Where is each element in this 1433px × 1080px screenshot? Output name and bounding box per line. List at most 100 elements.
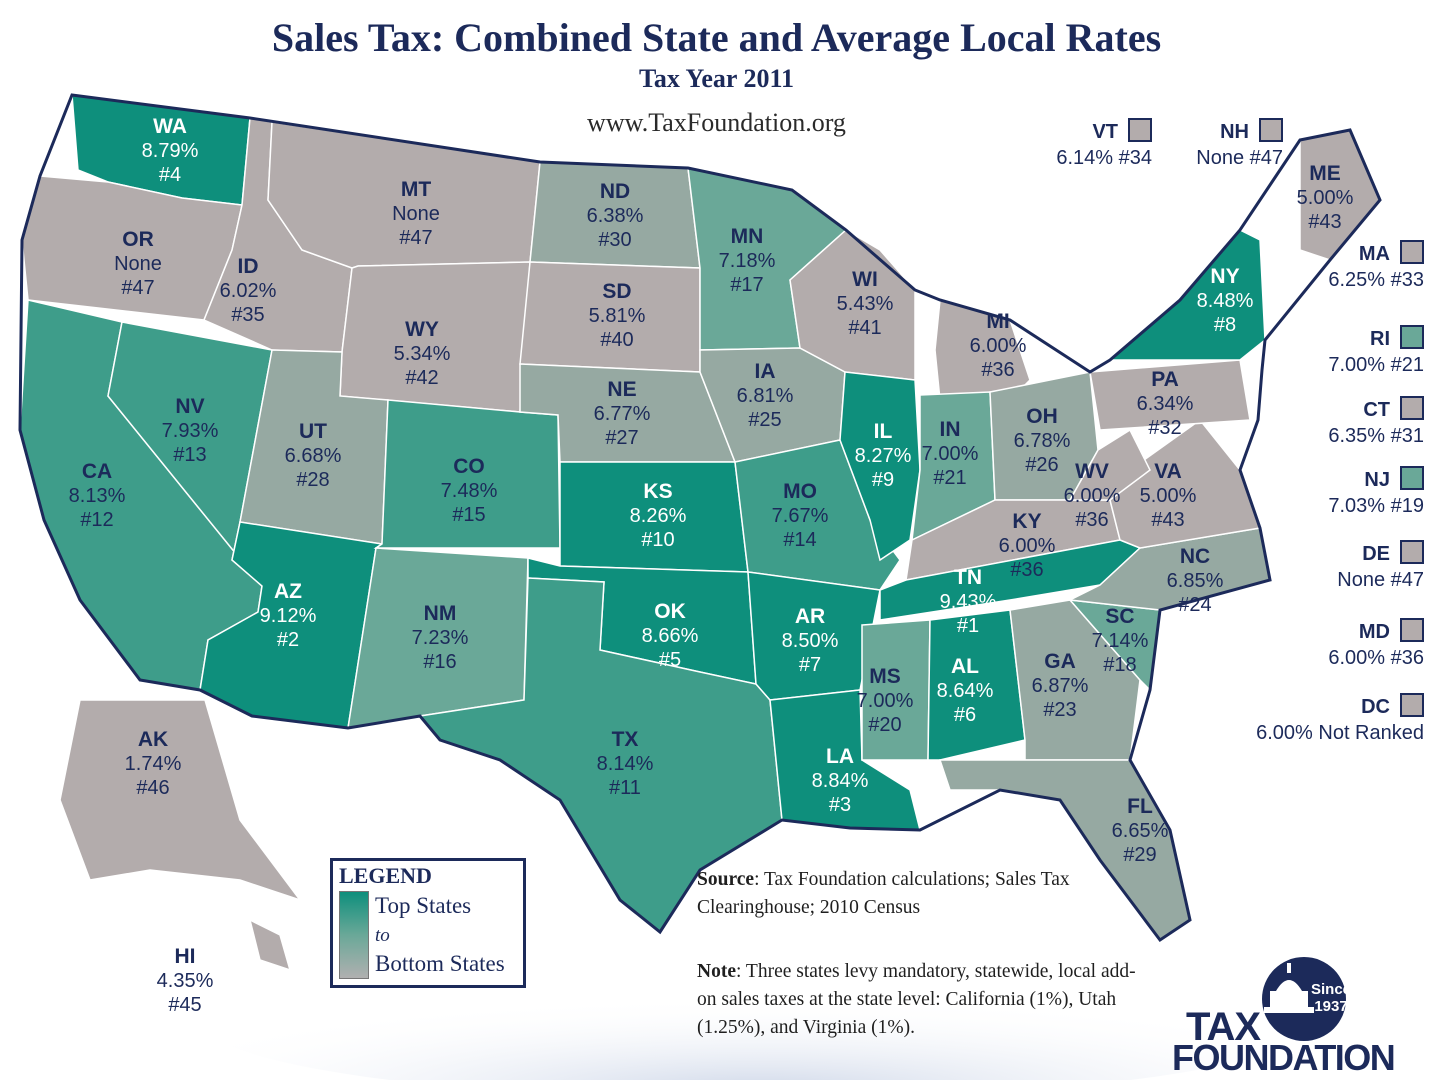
state-rank: #47 [121,277,155,299]
note-label: Note [697,961,736,982]
state-label-id: ID 6.02% #35 [220,255,277,327]
callout-ma: MA 6.25% #33 [1328,240,1424,293]
state-abbr: IL [873,420,893,443]
state-abbr: MI [986,310,1010,333]
callout-abbr: MD [1358,621,1390,643]
state-label-ms: MS 7.00% #20 [857,665,914,737]
state-rate: 7.93% [161,420,219,442]
state-rate: 6.00% [969,335,1027,357]
state-label-il: IL 8.27% #9 [855,420,912,492]
state-label-nd: ND 6.38% #30 [587,180,644,252]
state-rate: 5.34% [393,343,451,365]
state-shape-al [927,609,1026,761]
state-label-ny: NY 8.48% #8 [1197,265,1254,337]
state-rank: #24 [1178,594,1212,616]
callout-rank: Not Ranked [1318,722,1424,744]
state-rank: #2 [276,629,300,651]
note-text: : Three states levy mandatory, statewide… [697,961,1136,1038]
state-rate: 8.26% [629,505,687,527]
state-rate: 7.00% [921,443,979,465]
state-rank: #40 [600,329,634,351]
footnote: Note: Three states levy mandatory, state… [697,958,1137,1042]
state-abbr: OH [1026,405,1058,428]
state-label-pa: PA 6.34% #32 [1137,368,1194,440]
callout-swatch [1259,118,1283,142]
state-abbr: FL [1127,795,1153,818]
state-rate: 7.48% [440,480,498,502]
state-rate: 7.18% [718,250,776,272]
state-label-wv: WV 6.00% #36 [1064,460,1121,532]
state-abbr: AK [137,728,169,751]
state-label-fl: FL 6.65% #29 [1112,795,1169,867]
callout-rank: #21 [1390,354,1424,376]
state-label-al: AL 8.64% #6 [937,655,994,727]
state-abbr: LA [826,745,854,768]
state-rate: 9.43% [939,591,997,613]
website-url: www.TaxFoundation.org [587,108,846,137]
state-abbr: OK [654,600,686,623]
state-rate: 6.77% [593,403,651,425]
state-rate: 1.74% [124,753,182,775]
state-abbr: NY [1210,265,1240,288]
state-rate: 6.00% [998,535,1056,557]
state-abbr: KS [643,480,673,503]
state-abbr: MO [783,480,817,503]
callout-rate: 6.00% [1256,722,1313,744]
callout-rank: #36 [1390,647,1424,669]
callout-abbr: RI [1370,328,1390,350]
callout-rank: #19 [1390,495,1424,517]
state-rank: #23 [1043,699,1077,721]
state-label-ia: IA 6.81% #25 [737,360,794,432]
state-rate: 6.34% [1136,393,1194,415]
state-abbr: NC [1179,545,1211,568]
callout-rate: None [1337,569,1386,591]
source-label: Source [697,869,755,890]
state-rank: #14 [783,529,817,551]
state-rate: 5.00% [1296,187,1354,209]
state-label-sd: SD 5.81% #40 [589,280,646,352]
callout-rate: 6.35% [1328,425,1386,447]
state-rate: 8.13% [68,485,126,507]
callout-rank: #47 [1390,569,1424,591]
state-rate: 6.38% [586,205,644,227]
state-rank: #36 [1010,559,1044,581]
callout-rate: 7.03% [1328,495,1386,517]
callout-abbr: DE [1362,543,1390,565]
state-rate: 8.84% [811,770,869,792]
state-rank: #13 [173,444,207,466]
state-abbr: WY [405,318,439,341]
state-rate: 4.35% [156,970,214,992]
state-rate: 8.48% [1196,290,1254,312]
state-label-sc: SC 7.14% #18 [1092,605,1149,677]
state-label-tn: TN 9.43% #1 [940,566,997,638]
state-rate: 8.79% [141,140,199,162]
state-rank: #6 [953,704,977,726]
state-abbr: ND [599,180,631,203]
state-abbr: NE [607,378,637,401]
state-abbr: CA [81,460,113,483]
state-rank: #10 [641,529,675,551]
state-label-wi: WI 5.43% #41 [837,268,894,340]
state-rate: 5.00% [1139,485,1197,507]
callout-ri: RI 7.00% #21 [1328,325,1424,378]
state-abbr: CO [453,455,485,478]
state-abbr: WA [153,115,187,138]
state-rank: #46 [136,777,170,799]
state-rate: 9.12% [259,605,317,627]
callout-swatch [1400,618,1424,642]
state-abbr: AZ [274,580,302,603]
callout-swatch [1400,240,1424,264]
state-label-ky: KY 6.00% #36 [999,510,1056,582]
state-shape-ak [59,699,303,902]
state-rate: 6.81% [736,385,794,407]
callout-ct: CT 6.35% #31 [1328,396,1424,449]
state-rank: #26 [1025,454,1059,476]
page-title: Sales Tax: Combined State and Average Lo… [271,15,1162,60]
state-rate: 6.78% [1013,430,1071,452]
state-abbr: ME [1309,162,1341,185]
legend-to-label: to [375,925,390,946]
state-label-nv: NV 7.93% #13 [162,395,219,467]
state-label-tx: TX 8.14% #11 [597,728,654,800]
state-abbr: MN [730,225,764,248]
